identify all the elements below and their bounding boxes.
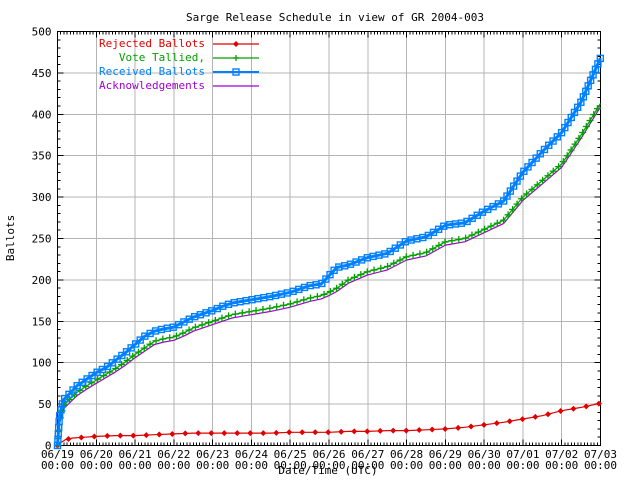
svg-text:06/22: 06/22: [157, 448, 190, 461]
svg-text:06/20: 06/20: [80, 448, 113, 461]
legend-line-sample-icon: [213, 68, 259, 76]
svg-text:0: 0: [45, 440, 52, 453]
legend-line-sample-icon: [213, 41, 259, 47]
legend-line-sample-icon: [213, 55, 259, 61]
legend-entry-acknowledgements: Acknowledgements: [55, 79, 260, 93]
svg-text:250: 250: [32, 233, 52, 246]
svg-text:06/25: 06/25: [274, 448, 307, 461]
svg-text:06/26: 06/26: [312, 448, 345, 461]
svg-text:00:00: 00:00: [235, 459, 268, 472]
svg-text:500: 500: [32, 26, 52, 39]
svg-text:06/27: 06/27: [351, 448, 384, 461]
svg-text:06/30: 06/30: [468, 448, 501, 461]
legend-entry-rejected-ballots: Rejected Ballots: [55, 37, 260, 51]
svg-text:06/19: 06/19: [41, 448, 74, 461]
svg-text:06/24: 06/24: [235, 448, 268, 461]
svg-text:07/03: 07/03: [584, 448, 617, 461]
axes: [57, 31, 601, 446]
svg-text:07/02: 07/02: [545, 448, 578, 461]
svg-text:300: 300: [32, 191, 52, 204]
grid-lines: [57, 31, 601, 446]
svg-text:00:00: 00:00: [429, 459, 462, 472]
svg-text:06/21: 06/21: [119, 448, 152, 461]
plot-area: 06/1900:0006/2000:0006/2100:0006/2200:00…: [32, 26, 617, 473]
svg-text:400: 400: [32, 108, 52, 121]
legend-entry-vote-tallied: Vote Tallied,: [55, 51, 260, 65]
series-rejected-ballots: [54, 400, 602, 449]
svg-text:00:00: 00:00: [506, 459, 539, 472]
legend-label: Rejected Ballots: [99, 37, 205, 50]
svg-text:00:00: 00:00: [584, 459, 617, 472]
svg-text:200: 200: [32, 274, 52, 287]
svg-text:07/01: 07/01: [506, 448, 539, 461]
svg-text:100: 100: [32, 357, 52, 370]
svg-text:06/28: 06/28: [390, 448, 423, 461]
x-tick-labels: 06/1900:0006/2000:0006/2100:0006/2200:00…: [41, 448, 617, 472]
legend-label: Received Ballots: [99, 65, 205, 78]
legend-entry-received-ballots: Received Ballots: [55, 65, 260, 79]
svg-text:00:00: 00:00: [545, 459, 578, 472]
svg-text:00:00: 00:00: [119, 459, 152, 472]
svg-text:00:00: 00:00: [274, 459, 307, 472]
svg-text:00:00: 00:00: [351, 459, 384, 472]
svg-text:50: 50: [38, 398, 51, 411]
legend: Rejected Ballots Vote Tallied, Received …: [55, 37, 260, 93]
legend-line-sample-icon: [213, 85, 259, 87]
svg-text:00:00: 00:00: [196, 459, 229, 472]
x-axis-label: Date/Time (UTC): [278, 464, 377, 477]
legend-label: Acknowledgements: [99, 79, 205, 92]
svg-text:00:00: 00:00: [41, 459, 74, 472]
svg-text:00:00: 00:00: [157, 459, 190, 472]
svg-text:06/29: 06/29: [429, 448, 462, 461]
svg-text:06/23: 06/23: [196, 448, 229, 461]
svg-text:00:00: 00:00: [390, 459, 423, 472]
svg-text:00:00: 00:00: [80, 459, 113, 472]
y-tick-labels: 0 50 100 150 200 250 300 350 400 450 500: [32, 26, 52, 453]
svg-text:350: 350: [32, 150, 52, 163]
svg-text:00:00: 00:00: [468, 459, 501, 472]
series-received-ballots: [53, 54, 605, 450]
y-axis-label: Ballots: [4, 215, 17, 261]
chart-title: Sarge Release Schedule in view of GR 200…: [186, 11, 484, 24]
svg-text:450: 450: [32, 67, 52, 80]
svg-text:00:00: 00:00: [312, 459, 345, 472]
legend-label: Vote Tallied,: [118, 51, 205, 64]
svg-text:150: 150: [32, 315, 52, 328]
